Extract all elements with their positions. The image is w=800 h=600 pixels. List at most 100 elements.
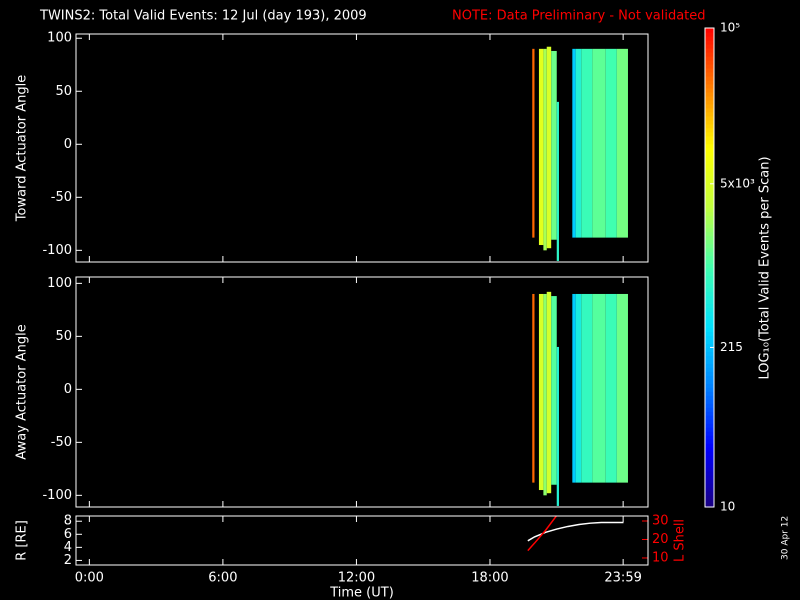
colorbar-segment	[705, 391, 714, 396]
strip	[605, 48, 617, 238]
x-tick-label: 23:59	[604, 571, 641, 586]
colorbar-segment	[705, 211, 714, 217]
colorbar-segment	[705, 355, 714, 360]
colorbar-segment	[705, 35, 714, 41]
colorbar-segment	[705, 303, 714, 309]
colorbar-tick-label: 10	[720, 500, 735, 514]
colorbar-segment	[705, 255, 714, 261]
strip	[575, 48, 582, 238]
colorbar-segment	[705, 183, 714, 189]
colorbar-segment	[705, 207, 714, 213]
strip	[551, 50, 557, 240]
x-tick-label: 12:00	[338, 571, 375, 586]
colorbar-segment	[705, 339, 714, 344]
y-tick-label: 100	[47, 31, 72, 46]
colorbar-tick-label: 5x10³	[720, 176, 755, 190]
strip	[538, 293, 544, 491]
colorbar-segment	[705, 399, 714, 404]
colorbar-segment	[705, 79, 714, 85]
colorbar-segment	[705, 127, 714, 133]
colorbar-segment	[705, 71, 714, 77]
colorbar-segment	[705, 451, 714, 456]
colorbar-segment	[705, 179, 714, 185]
colorbar-segment	[705, 147, 714, 153]
chart-title: TWINS2: Total Valid Events: 12 Jul (day …	[39, 9, 367, 24]
colorbar-segment	[705, 143, 714, 149]
x-tick-label: 0:00	[75, 571, 104, 586]
strip	[538, 48, 544, 246]
colorbar-segment	[705, 251, 714, 257]
colorbar-segment	[705, 379, 714, 384]
y-tick-label: 8	[64, 514, 72, 529]
colorbar-segment	[705, 67, 714, 73]
colorbar-segment	[705, 323, 714, 328]
colorbar-segment	[705, 191, 714, 197]
colorbar-segment	[705, 503, 714, 508]
colorbar-segment	[705, 131, 714, 137]
colorbar-segment	[705, 403, 714, 408]
y-tick-label: -50	[51, 190, 72, 205]
colorbar-segment	[705, 111, 714, 117]
colorbar-segment	[705, 31, 714, 37]
y2-tick-label: 20	[652, 532, 669, 547]
colorbar-segment	[705, 223, 714, 229]
strip	[616, 48, 628, 238]
y-tick-label: -100	[42, 243, 72, 258]
colorbar-segment	[705, 367, 714, 372]
colorbar-segment	[705, 487, 714, 492]
colorbar-segment	[705, 431, 714, 436]
y-tick-label: 100	[47, 276, 72, 291]
colorbar-segment	[705, 383, 714, 388]
colorbar-segment	[705, 447, 714, 452]
colorbar-segment	[705, 267, 714, 273]
colorbar-segment	[705, 103, 714, 109]
y-tick-label: 50	[55, 329, 72, 344]
colorbar-segment	[705, 83, 714, 89]
x-tick-label: 18:00	[471, 571, 508, 586]
colorbar-segment	[705, 483, 714, 488]
colorbar-segment	[705, 167, 714, 173]
colorbar-segment	[705, 39, 714, 45]
colorbar-segment	[705, 199, 714, 205]
colorbar-segment	[705, 459, 714, 464]
colorbar-segment	[705, 215, 714, 221]
colorbar-segment	[705, 91, 714, 97]
colorbar-segment	[705, 243, 714, 249]
strip	[532, 293, 535, 483]
colorbar-segment	[705, 195, 714, 201]
plot-frame	[75, 276, 649, 508]
strip	[546, 46, 552, 249]
colorbar-segment	[705, 443, 714, 448]
strip	[556, 346, 559, 506]
colorbar-segment	[705, 43, 714, 49]
strip	[575, 293, 582, 483]
colorbar-segment	[705, 415, 714, 420]
colorbar-segment	[705, 159, 714, 165]
colorbar-segment	[705, 495, 714, 500]
colorbar-segment	[705, 327, 714, 332]
plot-frame	[75, 515, 649, 566]
colorbar-segment	[705, 351, 714, 356]
y2-tick-label: 30	[652, 513, 669, 528]
strip	[543, 48, 547, 251]
y-tick-label: 0	[64, 137, 72, 152]
strip	[532, 48, 535, 238]
colorbar-segment	[705, 247, 714, 253]
colorbar-segment	[705, 51, 714, 57]
colorbar-segment	[705, 499, 714, 504]
colorbar-segment	[705, 311, 714, 316]
colorbar-segment	[705, 287, 714, 293]
colorbar-segment	[705, 59, 714, 65]
colorbar-tick-label: 10⁵	[720, 21, 740, 35]
y-tick-label: 0	[64, 382, 72, 397]
y-axis-label: Away Actuator Angle	[15, 324, 30, 459]
y2-tick-label: 10	[652, 550, 669, 565]
line-series	[527, 516, 558, 552]
strip	[592, 48, 606, 238]
colorbar-segment	[705, 427, 714, 432]
x-axis-label: Time (UT)	[329, 586, 394, 600]
plot-area	[532, 46, 628, 261]
colorbar-segment	[705, 295, 714, 301]
colorbar-segment	[705, 171, 714, 177]
